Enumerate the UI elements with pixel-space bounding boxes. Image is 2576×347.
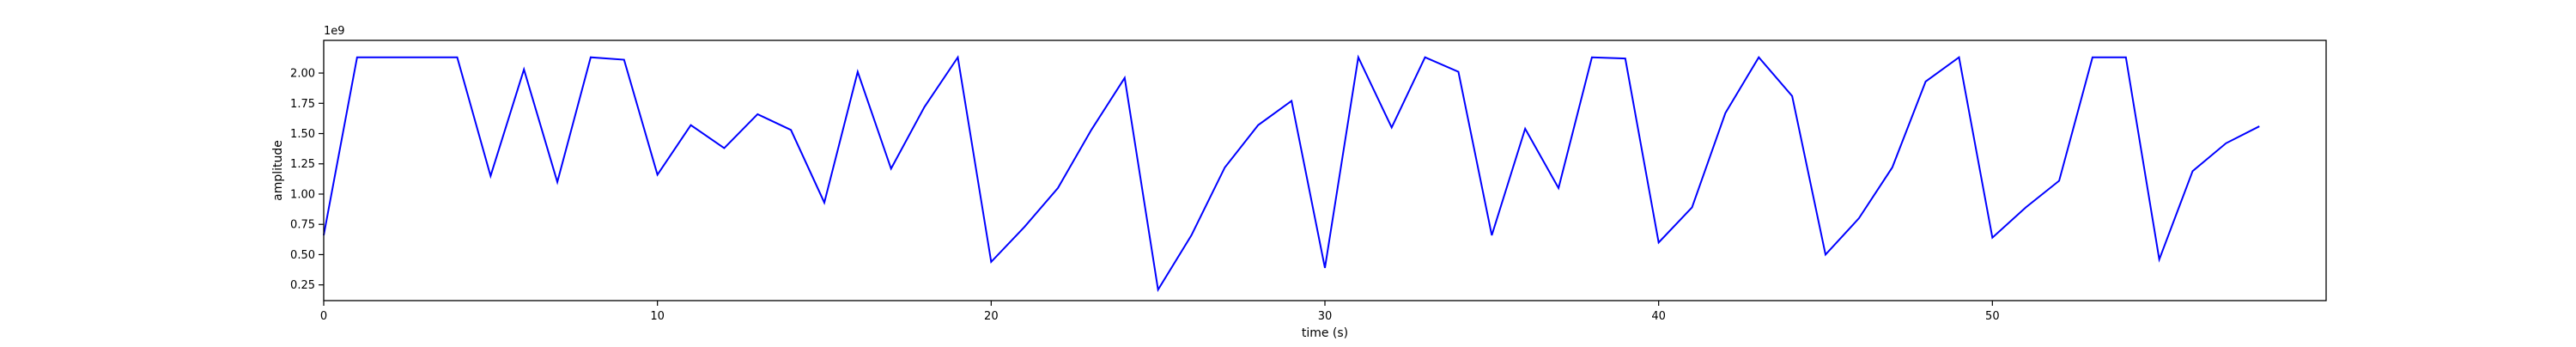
y-axis-offset-text: 1e9	[324, 25, 345, 38]
series-layer	[324, 58, 2259, 290]
y-tick-label: 0.75	[290, 219, 315, 232]
x-axis-ticks: 0 10 20 30 40 50	[320, 301, 2000, 323]
x-axis-label: time (s)	[1302, 326, 1348, 340]
series-line	[324, 58, 2259, 290]
y-axis-ticks: 0.25 0.50 0.75 1.00 1.25 1.50 1.75 2.00	[290, 68, 324, 293]
x-tick-label: 30	[1318, 310, 1333, 323]
y-tick-label: 1.50	[290, 128, 315, 141]
x-tick-label: 20	[984, 310, 999, 323]
y-tick-label: 0.50	[290, 249, 315, 262]
y-tick-label: 0.25	[290, 279, 315, 292]
y-tick-label: 1.75	[290, 98, 315, 111]
y-tick-label: 2.00	[290, 68, 315, 81]
x-tick-label: 0	[320, 310, 327, 323]
y-tick-label: 1.25	[290, 158, 315, 171]
y-tick-label: 1.00	[290, 188, 315, 201]
x-tick-label: 40	[1651, 310, 1666, 323]
x-tick-label: 10	[650, 310, 665, 323]
x-tick-label: 50	[1985, 310, 2000, 323]
plot-area-frame	[324, 40, 2326, 301]
y-axis-label: amplitude	[271, 140, 285, 201]
